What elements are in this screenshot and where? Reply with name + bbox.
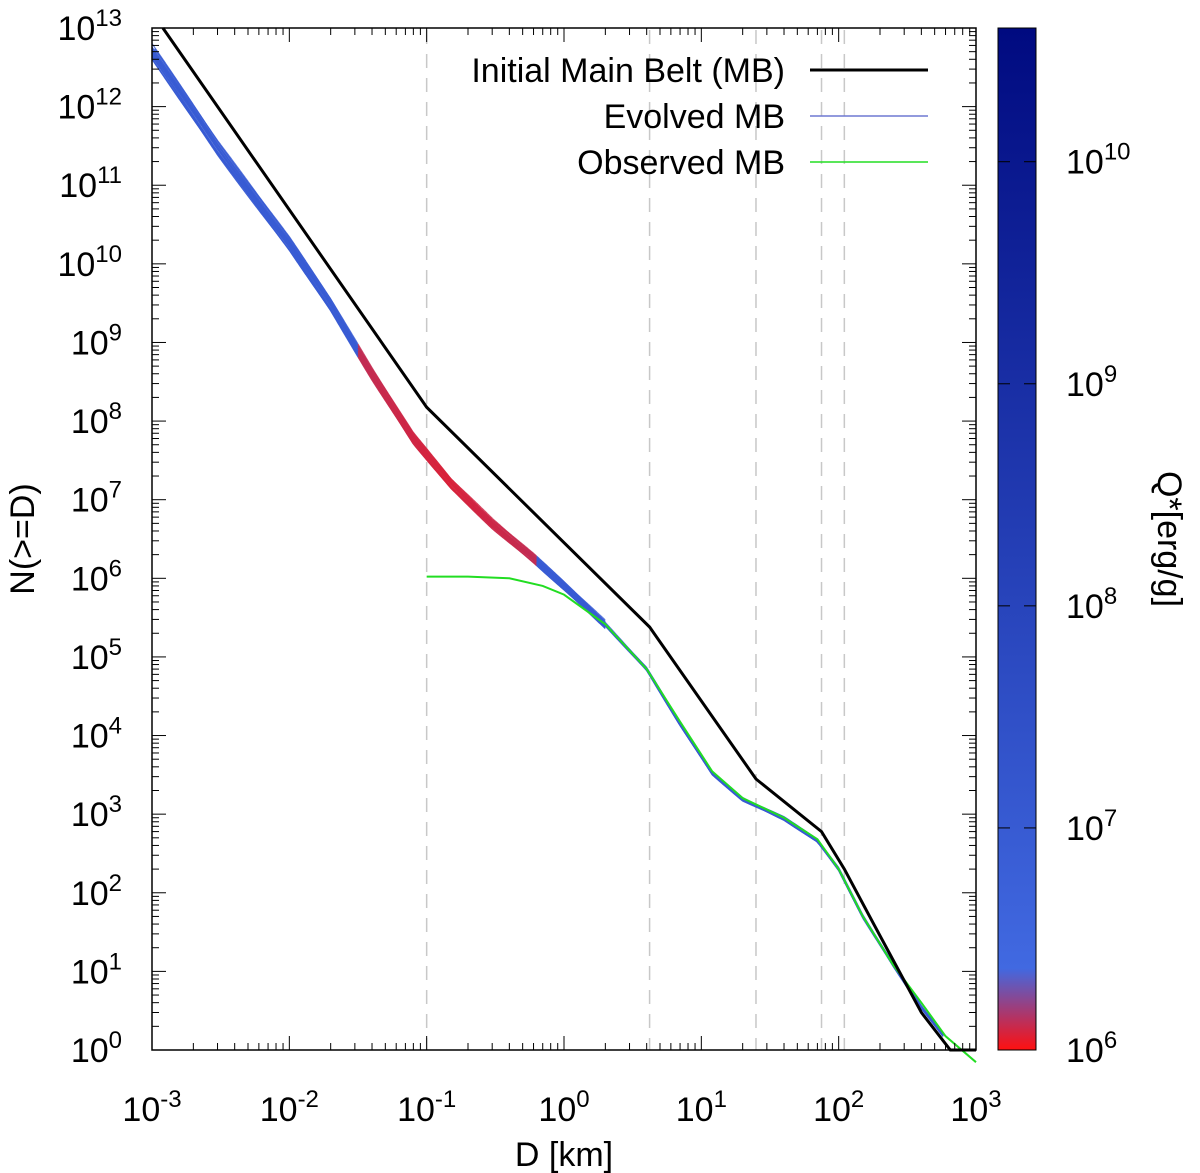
evolved-mb-segment <box>176 85 180 90</box>
evolved-mb-segment <box>206 130 211 136</box>
evolved-mb-segment <box>214 138 219 144</box>
evolved-mb-segment <box>272 214 277 219</box>
evolved-mb-segment <box>349 332 353 338</box>
evolved-mb-segment <box>236 168 241 174</box>
evolved-mb-segment <box>154 47 158 52</box>
evolved-mb-segment <box>786 821 790 825</box>
evolved-mb-segment <box>547 574 551 579</box>
evolved-mb-segment <box>297 253 301 259</box>
evolved-mb-segment <box>173 81 178 86</box>
evolved-mb-segment <box>505 538 510 542</box>
evolved-mb-segment <box>352 337 356 343</box>
evolved-mb-segment <box>255 197 260 203</box>
evolved-mb-segment <box>552 579 557 583</box>
evolved-mb-segment <box>544 572 548 576</box>
evolved-mb-segment <box>519 541 524 545</box>
evolved-mb-segment <box>472 501 477 506</box>
evolved-mb-segment <box>233 165 238 170</box>
evolved-mb-segment <box>258 201 263 206</box>
evolved-mb-segment <box>233 176 238 181</box>
evolved-mb-segment <box>239 176 244 181</box>
evolved-mb-segment <box>783 819 787 823</box>
evolved-mb-segment <box>231 172 235 177</box>
evolved-mb-segment <box>277 221 282 226</box>
evolved-mb-segment <box>165 69 169 75</box>
evolved-mb-segment <box>225 154 230 159</box>
evolved-mb-segment <box>294 249 299 255</box>
evolved-mb-segment <box>203 126 208 132</box>
evolved-mb-segment <box>157 57 161 63</box>
evolved-mb-segment <box>231 161 235 166</box>
evolved-mb-segment <box>195 113 200 119</box>
evolved-mb-segment <box>525 546 529 550</box>
series-layer <box>151 27 977 1063</box>
evolved-mb-segment <box>162 65 167 71</box>
evolved-mb-segment <box>299 257 304 263</box>
evolved-mb-segment <box>522 543 526 548</box>
evolved-mb-segment <box>253 201 257 206</box>
evolved-mb-segment <box>253 194 257 199</box>
evolved-mb-segment <box>231 165 235 170</box>
evolved-mb-segment <box>242 180 246 185</box>
evolved-mb-segment <box>200 118 205 124</box>
evolved-mb-segment <box>228 157 233 163</box>
evolved-mb-segment <box>198 114 202 119</box>
evolved-mb-segment <box>269 216 274 221</box>
evolved-mb-segment <box>527 548 532 552</box>
evolved-mb-segment <box>154 53 158 59</box>
evolved-mb-segment <box>203 122 208 128</box>
evolved-mb-segment <box>159 68 164 74</box>
evolved-mb-segment <box>541 569 546 574</box>
evolved-mb-segment <box>516 539 521 543</box>
evolved-mb-segment <box>538 567 543 571</box>
evolved-mb-segment <box>198 117 202 123</box>
evolved-mb-segment <box>508 540 513 545</box>
evolved-mb-segment <box>511 543 515 547</box>
evolved-mb-segment <box>179 89 183 94</box>
evolved-mb-segment <box>775 815 779 818</box>
evolved-mb-segment <box>236 172 241 178</box>
evolved-mb-segment <box>777 816 782 820</box>
evolved-mb-segment <box>170 77 175 82</box>
evolved-mb-segment <box>217 146 222 152</box>
evolved-mb-segment <box>780 818 784 821</box>
grid-lines <box>425 30 846 1050</box>
evolved-mb-segment <box>244 183 249 189</box>
evolved-mb-segment <box>382 394 386 400</box>
evolved-mb-segment <box>788 823 793 827</box>
evolved-mb-segment <box>214 149 219 155</box>
evolved-mb-segment <box>222 150 227 155</box>
evolved-mb-segment <box>214 142 219 148</box>
evolved-mb-segment <box>549 577 554 581</box>
evolved-mb-segment <box>168 73 172 79</box>
evolved-mb-segment <box>255 204 260 210</box>
evolved-mb-segment <box>264 209 268 214</box>
evolved-mb-segment <box>211 138 216 144</box>
evolved-mb-segment <box>264 216 268 221</box>
evolved-mb-segment <box>159 61 164 67</box>
evolved-mb-segment <box>272 220 277 225</box>
evolved-mb-segment <box>200 122 205 127</box>
evolved-mb-segment <box>217 143 222 148</box>
evolved-mb-segment <box>154 60 158 66</box>
evolved-mb-segment <box>266 212 271 218</box>
evolved-mb-segment <box>209 134 213 140</box>
evolved-mb-segment <box>321 287 326 293</box>
evolved-mb-segment <box>258 208 263 214</box>
evolved-mb-segment <box>233 169 238 174</box>
evolved-mb-segment <box>211 145 216 151</box>
evolved-mb-segment <box>384 399 389 405</box>
evolved-mb-segment <box>209 130 213 136</box>
evolved-mb-segment <box>261 212 266 217</box>
evolved-mb-segment <box>228 168 233 174</box>
evolved-mb-segment <box>157 64 161 70</box>
evolved-mb-segment <box>211 134 216 140</box>
evolved-mb-segment <box>162 72 167 78</box>
evolved-mb-segment <box>261 205 266 210</box>
evolved-mb-segment <box>220 146 224 152</box>
evolved-mb-segment <box>475 504 480 508</box>
evolved-mb-segment <box>275 218 279 223</box>
evolved-mb-segment <box>206 126 211 132</box>
